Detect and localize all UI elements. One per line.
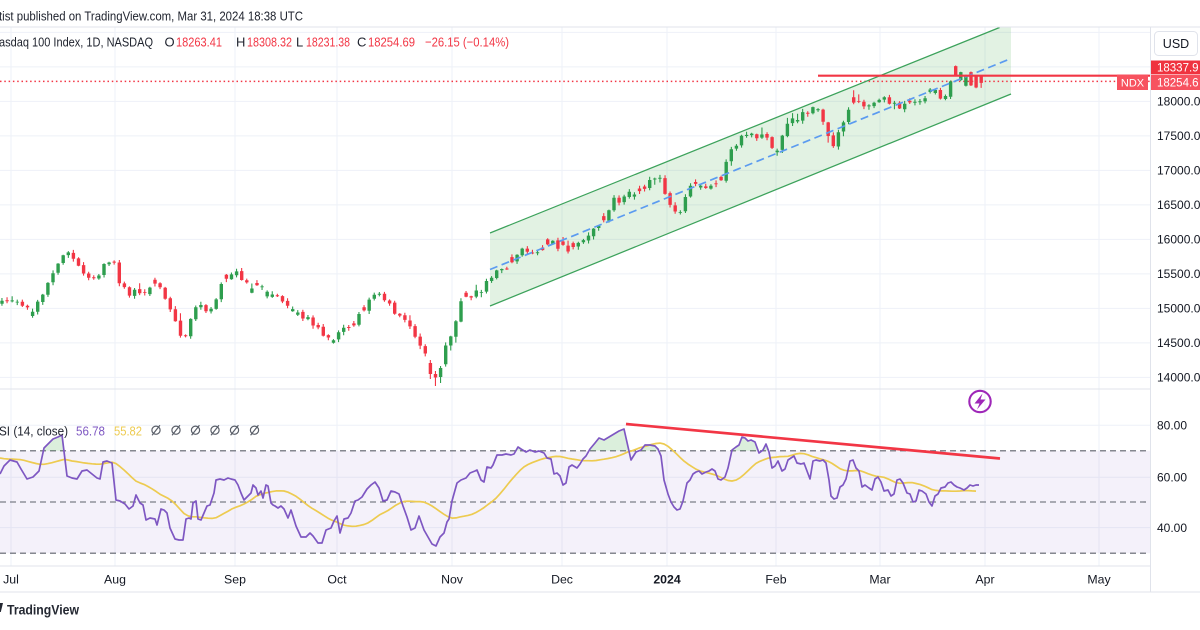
svg-text:TradingView: TradingView [7,603,79,618]
svg-text:55.82: 55.82 [114,424,142,439]
svg-text:18254.6: 18254.6 [1157,78,1199,90]
svg-text:17000.0: 17000.0 [1157,164,1200,178]
svg-text:May: May [1087,573,1111,587]
svg-text:18337.9: 18337.9 [1157,63,1199,75]
svg-text:17500.0: 17500.0 [1157,129,1200,143]
svg-text:60.00: 60.00 [1157,470,1187,484]
svg-text:SI (14, close): SI (14, close) [0,424,68,439]
svg-text:15500.0: 15500.0 [1157,267,1200,281]
svg-text:80.00: 80.00 [1157,418,1187,432]
svg-text:Apr: Apr [975,573,994,587]
svg-text:Oct: Oct [327,573,347,587]
svg-text:16500.0: 16500.0 [1157,198,1200,212]
svg-text:14500.0: 14500.0 [1157,336,1200,350]
svg-text:15000.0: 15000.0 [1157,302,1200,316]
svg-text:16000.0: 16000.0 [1157,233,1200,247]
svg-text:Mar: Mar [869,573,890,587]
svg-text:40.00: 40.00 [1157,521,1187,535]
svg-text:Jul: Jul [3,573,19,587]
svg-text:USD: USD [1163,37,1189,51]
svg-text:2024: 2024 [653,573,681,587]
svg-text:Aug: Aug [104,573,126,587]
svg-text:56.78: 56.78 [76,424,105,439]
svg-text:Nov: Nov [441,573,464,587]
svg-text:Dec: Dec [551,573,573,587]
svg-text:NDX: NDX [1121,77,1145,89]
svg-text:18000.0: 18000.0 [1157,95,1200,109]
svg-text:Sep: Sep [224,573,246,587]
svg-text:tist published on TradingView.: tist published on TradingView.com, Mar 3… [0,9,303,24]
svg-text:14000.0: 14000.0 [1157,371,1200,385]
svg-text:Feb: Feb [765,573,786,587]
